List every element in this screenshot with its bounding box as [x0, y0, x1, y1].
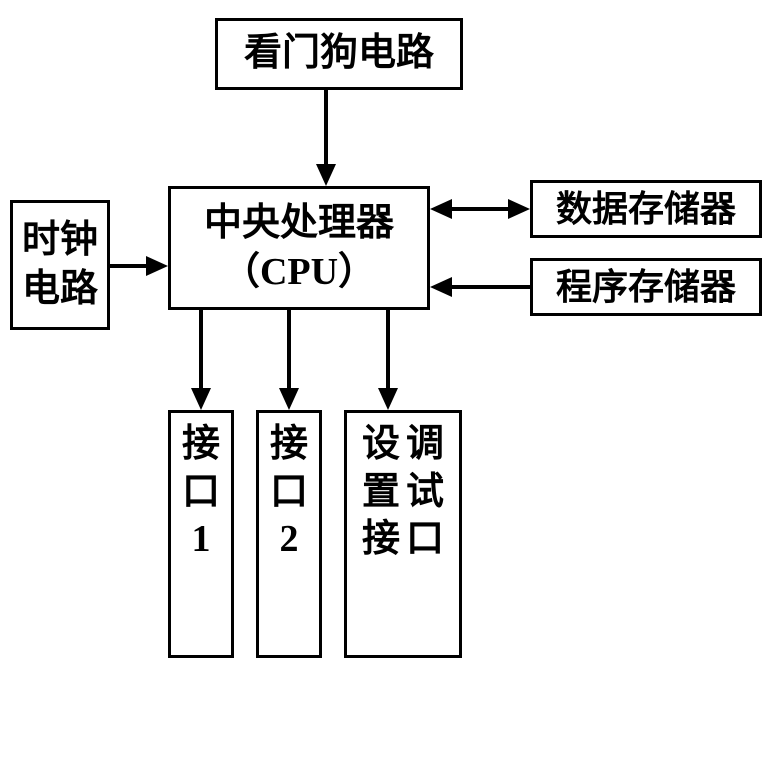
port1-c3: 1 [192, 516, 211, 564]
arrows-layer [0, 0, 777, 783]
clock-label-1: 时钟 [22, 216, 98, 265]
clock-box: 时钟 电路 [10, 200, 110, 330]
port2-c2: 口 [270, 469, 308, 517]
watchdog-label: 看门狗电路 [244, 29, 434, 78]
datamem-label: 数据存储器 [556, 186, 736, 233]
port2-c3: 2 [280, 516, 299, 564]
debug-r1c1: 设 [362, 421, 400, 469]
debug-r3c1: 接 [362, 516, 400, 564]
port1-c2: 口 [182, 469, 220, 517]
port2-box: 接 口 2 [256, 410, 322, 658]
debug-box: 设 调 置 试 接 口 [344, 410, 462, 658]
diagram-canvas: 看门狗电路 时钟 电路 中央处理器 （CPU） 数据存储器 程序存储器 接 口 … [0, 0, 777, 783]
port2-c1: 接 [270, 421, 308, 469]
debug-r3c2: 口 [406, 516, 444, 564]
datamem-box: 数据存储器 [530, 180, 762, 238]
debug-r1c2: 调 [406, 421, 444, 469]
cpu-label-2: （CPU） [222, 248, 376, 297]
watchdog-box: 看门狗电路 [215, 18, 463, 90]
cpu-label-1: 中央处理器 [204, 199, 394, 248]
progmem-label: 程序存储器 [556, 264, 736, 311]
debug-r2c2: 试 [406, 469, 444, 517]
clock-label-2: 电路 [22, 265, 98, 314]
debug-r2c1: 置 [362, 469, 400, 517]
progmem-box: 程序存储器 [530, 258, 762, 316]
port1-c1: 接 [182, 421, 220, 469]
cpu-box: 中央处理器 （CPU） [168, 186, 430, 310]
port1-box: 接 口 1 [168, 410, 234, 658]
